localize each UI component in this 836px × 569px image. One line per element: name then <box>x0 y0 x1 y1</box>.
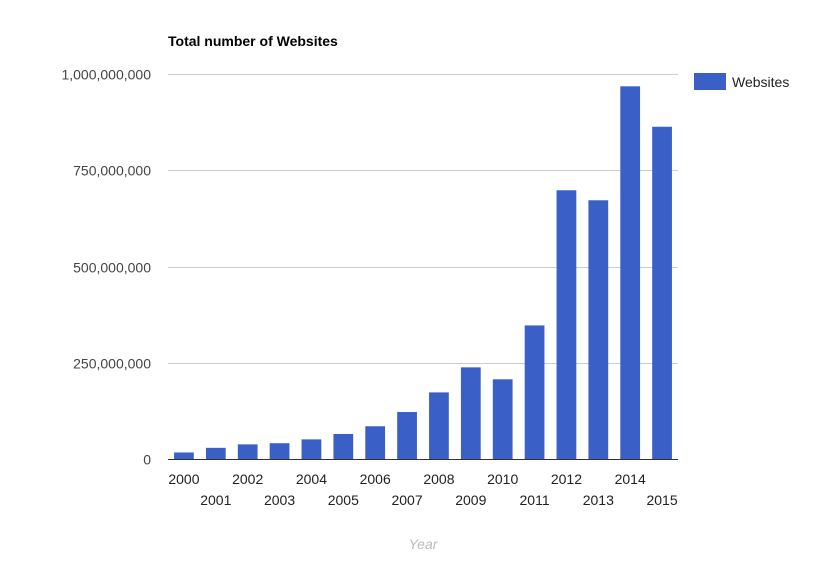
bar-2002[interactable] <box>237 444 258 459</box>
bar-2011[interactable] <box>524 325 545 459</box>
x-tick-label-2015: 2015 <box>646 492 677 508</box>
x-tick-label-2002: 2002 <box>232 471 263 487</box>
x-tick-label-2010: 2010 <box>487 471 518 487</box>
x-axis-label: Year <box>409 536 439 552</box>
legend-swatch-websites <box>694 73 726 90</box>
x-tick-label-2001: 2001 <box>200 492 231 508</box>
x-tick-label-2000: 2000 <box>168 471 199 487</box>
x-tick-label-2006: 2006 <box>360 471 391 487</box>
bar-2004[interactable] <box>301 439 322 459</box>
x-tick-label-2012: 2012 <box>551 471 582 487</box>
bar-2009[interactable] <box>460 367 481 459</box>
bars <box>174 86 672 460</box>
x-tick-label-2011: 2011 <box>520 492 550 508</box>
legend-label-websites: Websites <box>732 74 789 90</box>
y-tick-label: 250,000,000 <box>73 356 151 372</box>
x-tick-label-2009: 2009 <box>455 492 486 508</box>
bar-2008[interactable] <box>429 392 449 459</box>
x-tick-label-2005: 2005 <box>328 492 359 508</box>
x-axis-ticks: 2000200120022003200420052006200720082009… <box>168 471 677 508</box>
bar-2006[interactable] <box>365 426 386 459</box>
x-tick-label-2007: 2007 <box>391 492 422 508</box>
bar-2001[interactable] <box>205 447 226 459</box>
x-tick-label-2008: 2008 <box>423 471 454 487</box>
bar-2013[interactable] <box>588 200 609 459</box>
y-axis-ticks: 0 250,000,000 500,000,000 750,000,000 1,000,… <box>61 67 151 468</box>
y-tick-label: 0 <box>143 452 151 468</box>
bar-2012[interactable] <box>556 190 577 459</box>
bar-2007[interactable] <box>397 412 417 459</box>
chart-title: Total number of Websites <box>168 33 338 49</box>
bar-2000[interactable] <box>174 452 194 459</box>
x-tick-label-2004: 2004 <box>296 471 327 487</box>
bar-2005[interactable] <box>333 433 354 459</box>
x-tick-label-2014: 2014 <box>615 471 646 487</box>
legend[interactable]: Websites <box>694 73 789 90</box>
y-tick-label: 1,000,000,000 <box>61 67 151 83</box>
bar-2015[interactable] <box>652 126 672 460</box>
bar-2003[interactable] <box>269 443 290 459</box>
y-tick-label: 500,000,000 <box>73 260 151 276</box>
bar-2014[interactable] <box>620 86 641 459</box>
y-tick-label: 750,000,000 <box>73 163 151 179</box>
x-tick-label-2013: 2013 <box>583 492 614 508</box>
x-tick-label-2003: 2003 <box>264 492 295 508</box>
bar-2010[interactable] <box>492 379 513 459</box>
